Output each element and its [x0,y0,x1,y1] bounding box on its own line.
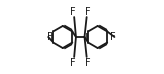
Text: F: F [84,58,90,68]
Text: F: F [70,58,76,68]
Text: F: F [84,7,90,17]
Text: F: F [47,32,53,42]
Text: F: F [70,7,76,17]
Text: F: F [110,32,116,42]
